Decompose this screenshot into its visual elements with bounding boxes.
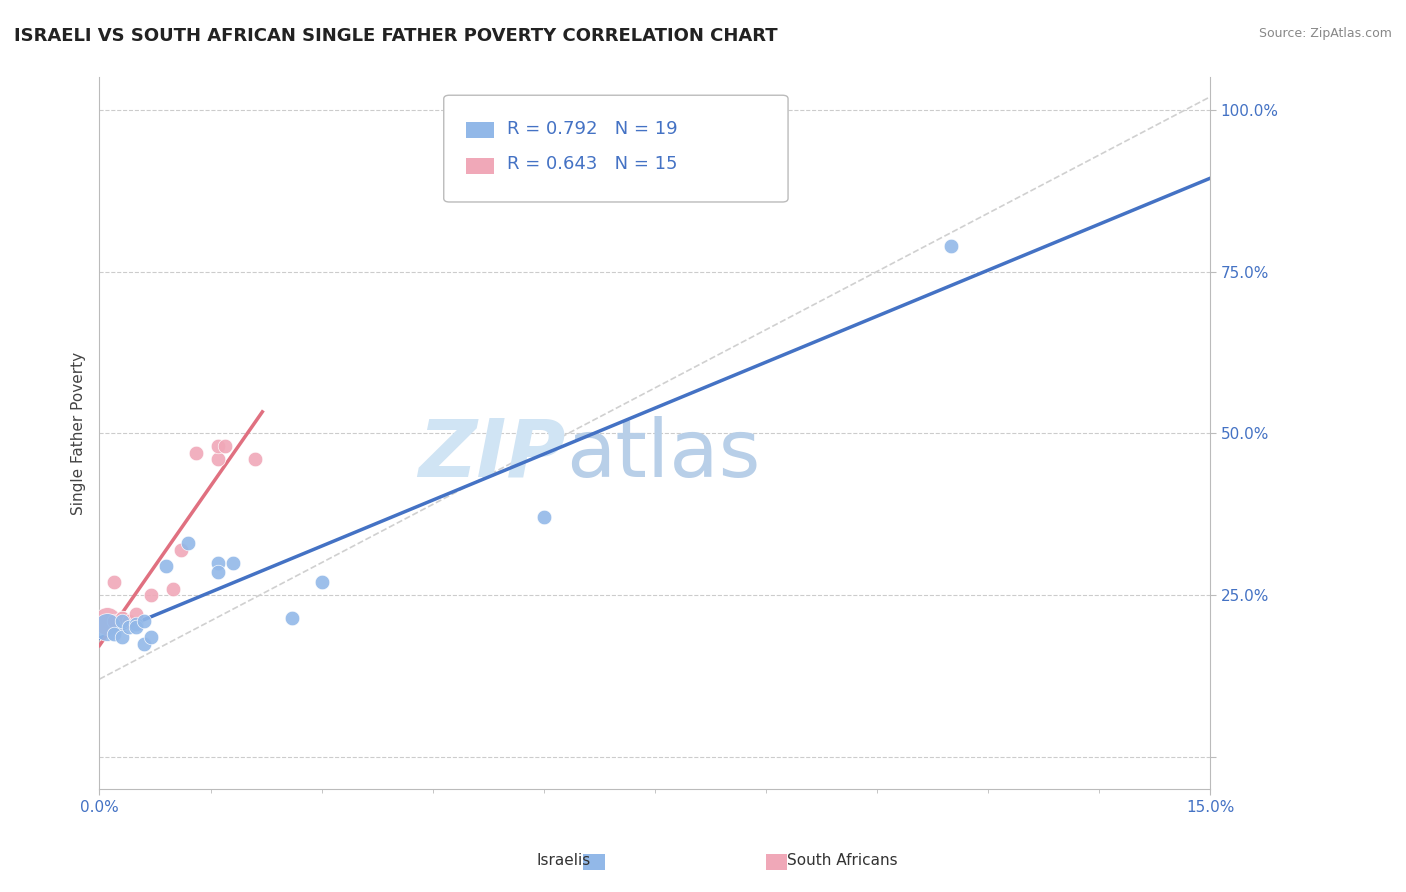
Point — [170, 542, 193, 557]
Point — [222, 556, 245, 570]
Text: R = 0.643   N = 15: R = 0.643 N = 15 — [508, 155, 678, 173]
FancyBboxPatch shape — [465, 158, 494, 174]
Point — [103, 627, 125, 641]
Text: atlas: atlas — [567, 416, 761, 493]
Point — [177, 536, 200, 550]
Point — [111, 630, 134, 644]
Point — [103, 575, 125, 590]
Text: South Africans: South Africans — [787, 854, 898, 868]
Point — [111, 614, 134, 628]
Text: ZIP: ZIP — [419, 416, 567, 493]
Point — [207, 566, 229, 580]
Text: ISRAELI VS SOUTH AFRICAN SINGLE FATHER POVERTY CORRELATION CHART: ISRAELI VS SOUTH AFRICAN SINGLE FATHER P… — [14, 27, 778, 45]
FancyBboxPatch shape — [465, 122, 494, 138]
Text: Israelis: Israelis — [536, 854, 591, 868]
Point — [118, 620, 141, 634]
Point — [141, 630, 163, 644]
FancyBboxPatch shape — [444, 95, 787, 202]
Point — [939, 238, 962, 252]
Point — [243, 452, 266, 467]
Point — [207, 439, 229, 453]
Point — [311, 575, 333, 590]
Point — [96, 614, 118, 628]
Point — [207, 452, 229, 467]
Point — [141, 588, 163, 602]
Text: Source: ZipAtlas.com: Source: ZipAtlas.com — [1258, 27, 1392, 40]
Point — [111, 610, 134, 624]
Point — [118, 614, 141, 628]
Point — [125, 617, 148, 632]
Point — [103, 614, 125, 628]
Point — [162, 582, 184, 596]
Point — [132, 636, 155, 650]
Point — [533, 510, 555, 524]
Point — [281, 610, 304, 624]
Point — [207, 556, 229, 570]
Point — [155, 558, 177, 573]
Point — [214, 439, 236, 453]
Y-axis label: Single Father Poverty: Single Father Poverty — [72, 351, 86, 515]
Point — [96, 620, 118, 634]
Point — [132, 614, 155, 628]
Text: R = 0.792   N = 19: R = 0.792 N = 19 — [508, 120, 678, 137]
Point — [111, 610, 134, 624]
Point — [184, 446, 207, 460]
Point — [125, 620, 148, 634]
Point — [125, 607, 148, 622]
